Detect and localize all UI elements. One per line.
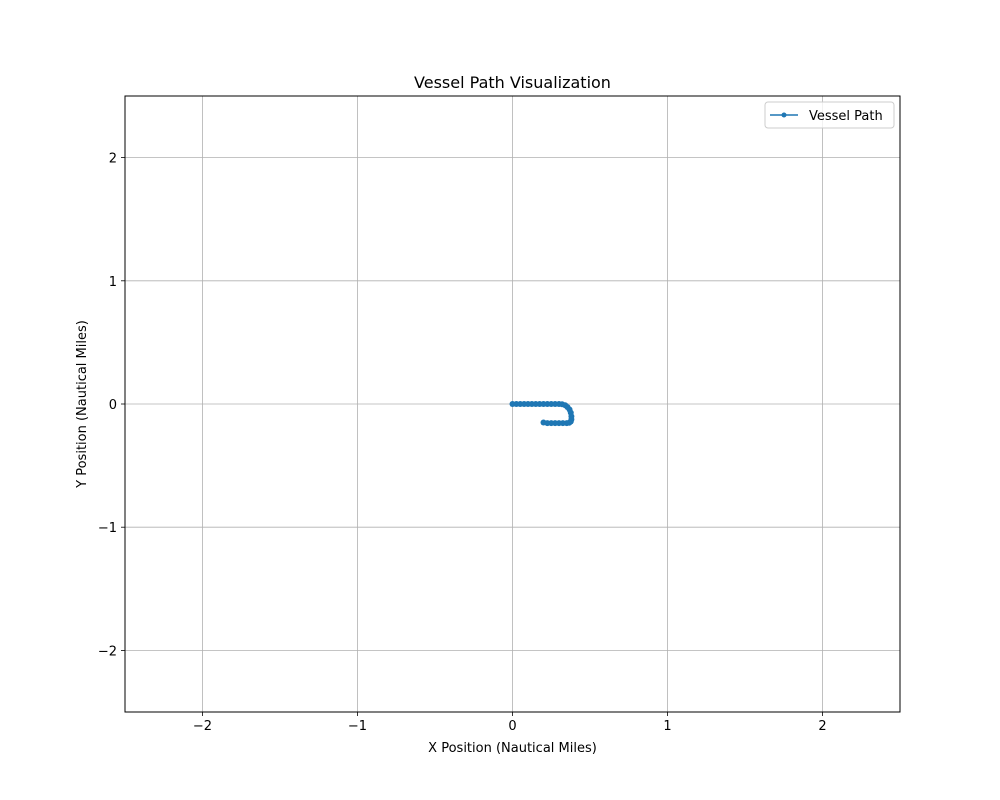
x-tick-label: 2: [818, 719, 826, 734]
y-tick-label: −2: [98, 644, 117, 659]
data-layer: [509, 401, 575, 427]
legend-marker-sample: [781, 112, 787, 118]
legend-label-vessel-path: Vessel Path: [809, 109, 883, 124]
legend-box: [764, 101, 895, 129]
data-point: [540, 419, 547, 426]
legend: Vessel Path: [764, 101, 895, 129]
x-tick-label: −2: [193, 719, 212, 734]
y-tick-label: 1: [109, 275, 117, 290]
x-tick-label: 0: [508, 719, 516, 734]
x-axis-label: X Position (Nautical Miles): [428, 741, 597, 756]
y-tick-label: 0: [109, 398, 117, 413]
x-tick-label: −1: [348, 719, 367, 734]
y-tick-label: 2: [109, 152, 117, 167]
x-tick-label: 1: [663, 719, 671, 734]
y-axis-label: Y Position (Nautical Miles): [75, 320, 90, 489]
y-tick-label: −1: [98, 521, 117, 536]
axis-ticks: −2 −1 0 1 2 −2 −1 0 1 2: [98, 152, 827, 734]
chart-title: Vessel Path Visualization: [414, 73, 611, 92]
